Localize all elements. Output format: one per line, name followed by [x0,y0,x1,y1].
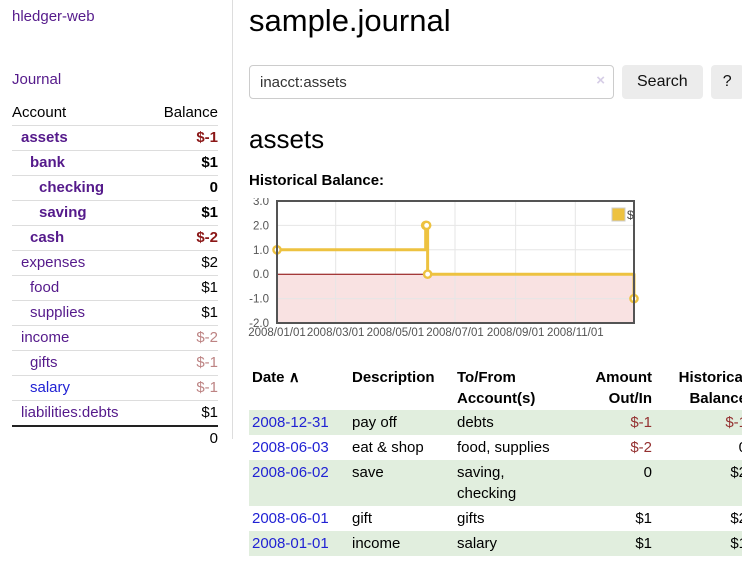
transaction-date-link[interactable]: 2008-01-01 [252,535,329,552]
svg-text:0.0: 0.0 [253,269,269,281]
account-link[interactable]: liabilities:debts [21,404,119,421]
account-link[interactable]: checking [39,179,105,196]
chart-canvas: 3.02.01.00.0-1.0-2.0$ [249,198,639,330]
register-header-row: Date ∧ Description To/From Account(s) Am… [249,366,742,410]
nav-journal-link[interactable]: Journal [12,71,62,88]
account-balance: $1 [148,400,218,427]
transaction-date-link[interactable]: 2008-06-01 [252,510,329,527]
legend-swatch [611,207,626,222]
account-balance: $-1 [148,350,218,376]
help-button[interactable]: ? [710,65,742,99]
search-input[interactable] [249,65,614,99]
register-col-description: Description [352,369,435,386]
account-heading: assets [249,124,325,154]
svg-text:2.0: 2.0 [253,220,269,232]
account-balance: $1 [148,275,218,301]
account-link[interactable]: salary [30,379,71,396]
account-link[interactable]: supplies [30,304,86,321]
accounts-total-row: 0 [12,425,218,451]
account-link[interactable]: expenses [21,254,86,271]
register-col-amount: Amount Out/In [595,369,652,407]
transaction-date-link[interactable]: 2008-06-02 [252,464,329,481]
clear-search-icon[interactable]: × [596,72,605,89]
page-title: sample.journal [249,3,451,38]
svg-text:-1.0: -1.0 [249,294,269,306]
account-link[interactable]: cash [30,229,65,246]
account-balance: $-1 [148,375,218,401]
x-axis-tick-label: 2008/05/01 [365,327,426,339]
account-link[interactable]: saving [39,204,87,221]
x-axis-tick-label: 2008/07/01 [425,327,485,339]
account-row: expenses $2 [12,250,218,276]
account-link[interactable]: food [30,279,60,296]
account-balance: $1 [148,200,218,226]
search-button[interactable]: Search [622,65,703,99]
search-bar: × Search ? [249,65,742,99]
accounts-table: Account Balance assets $-1 bank $1 checking 0… [12,101,218,451]
account-link[interactable]: gifts [30,354,58,371]
transaction-date-link[interactable]: 2008-06-03 [252,439,329,456]
accounts-total-value: 0 [148,425,218,451]
sort-asc-icon: ∧ [288,369,300,386]
transaction-date-link[interactable]: 2008-12-31 [252,414,329,431]
account-row: salary $-1 [12,375,218,401]
main-content: sample.journal × Search ? assets Histori… [233,0,742,556]
sidebar-nav: Journal [12,71,233,88]
register-col-accounts: To/From Account(s) [457,369,536,407]
historical-balance-chart: 3.0 2.0 1.0 0.0 -1.0 -2.0 $2008/01/01 2008/03/0… [246,198,726,341]
x-axis-tick-label: 2008/09/01 [485,327,546,339]
account-row: checking 0 [12,175,218,201]
x-axis-tick-label: 2008/11/01 [545,327,605,339]
x-axis-tick-label: 2008/03/01 [305,327,366,339]
account-row: saving $1 [12,200,218,226]
account-balance: $-2 [148,325,218,351]
svg-text:3.0: 3.0 [253,198,269,208]
account-link[interactable]: assets [21,129,68,146]
svg-text:1.0: 1.0 [253,245,269,257]
account-balance: $1 [148,300,218,326]
sidebar: hledger-web Journal Account Balance asse… [0,0,233,556]
account-row: assets $-1 [12,125,218,151]
account-balance: $1 [148,150,218,176]
account-balance: $-1 [148,125,218,151]
register-table: Date ∧ Description To/From Account(s) Am… [249,366,742,556]
account-row: income $-2 [12,325,218,351]
x-axis-tick-label: 2008/01/01 [247,327,307,339]
account-row: bank $1 [12,150,218,176]
register-col-balance: Historical Balance [678,369,742,407]
account-row: gifts $-1 [12,350,218,376]
search-box: × [249,65,614,99]
account-link[interactable]: income [21,329,70,346]
accounts-header-row: Account Balance [12,101,218,126]
accounts-col-account: Account [12,101,149,126]
account-row: food $1 [12,275,218,301]
svg-text:$: $ [627,208,634,222]
app-title-link[interactable]: hledger-web [12,8,95,25]
account-link[interactable]: bank [30,154,66,171]
account-balance: 0 [148,175,218,201]
app-title: hledger-web [12,8,233,25]
account-balance: $2 [148,250,218,276]
account-row: cash $-2 [12,225,218,251]
account-row: supplies $1 [12,300,218,326]
app-window: hledger-web Journal Account Balance asse… [0,0,742,556]
accounts-col-balance: Balance [148,101,218,126]
account-balance: $-2 [148,225,218,251]
account-row: liabilities:debts $1 [12,400,218,427]
register-col-date[interactable]: Date ∧ [252,369,300,386]
chart-title: Historical Balance: [249,172,385,189]
